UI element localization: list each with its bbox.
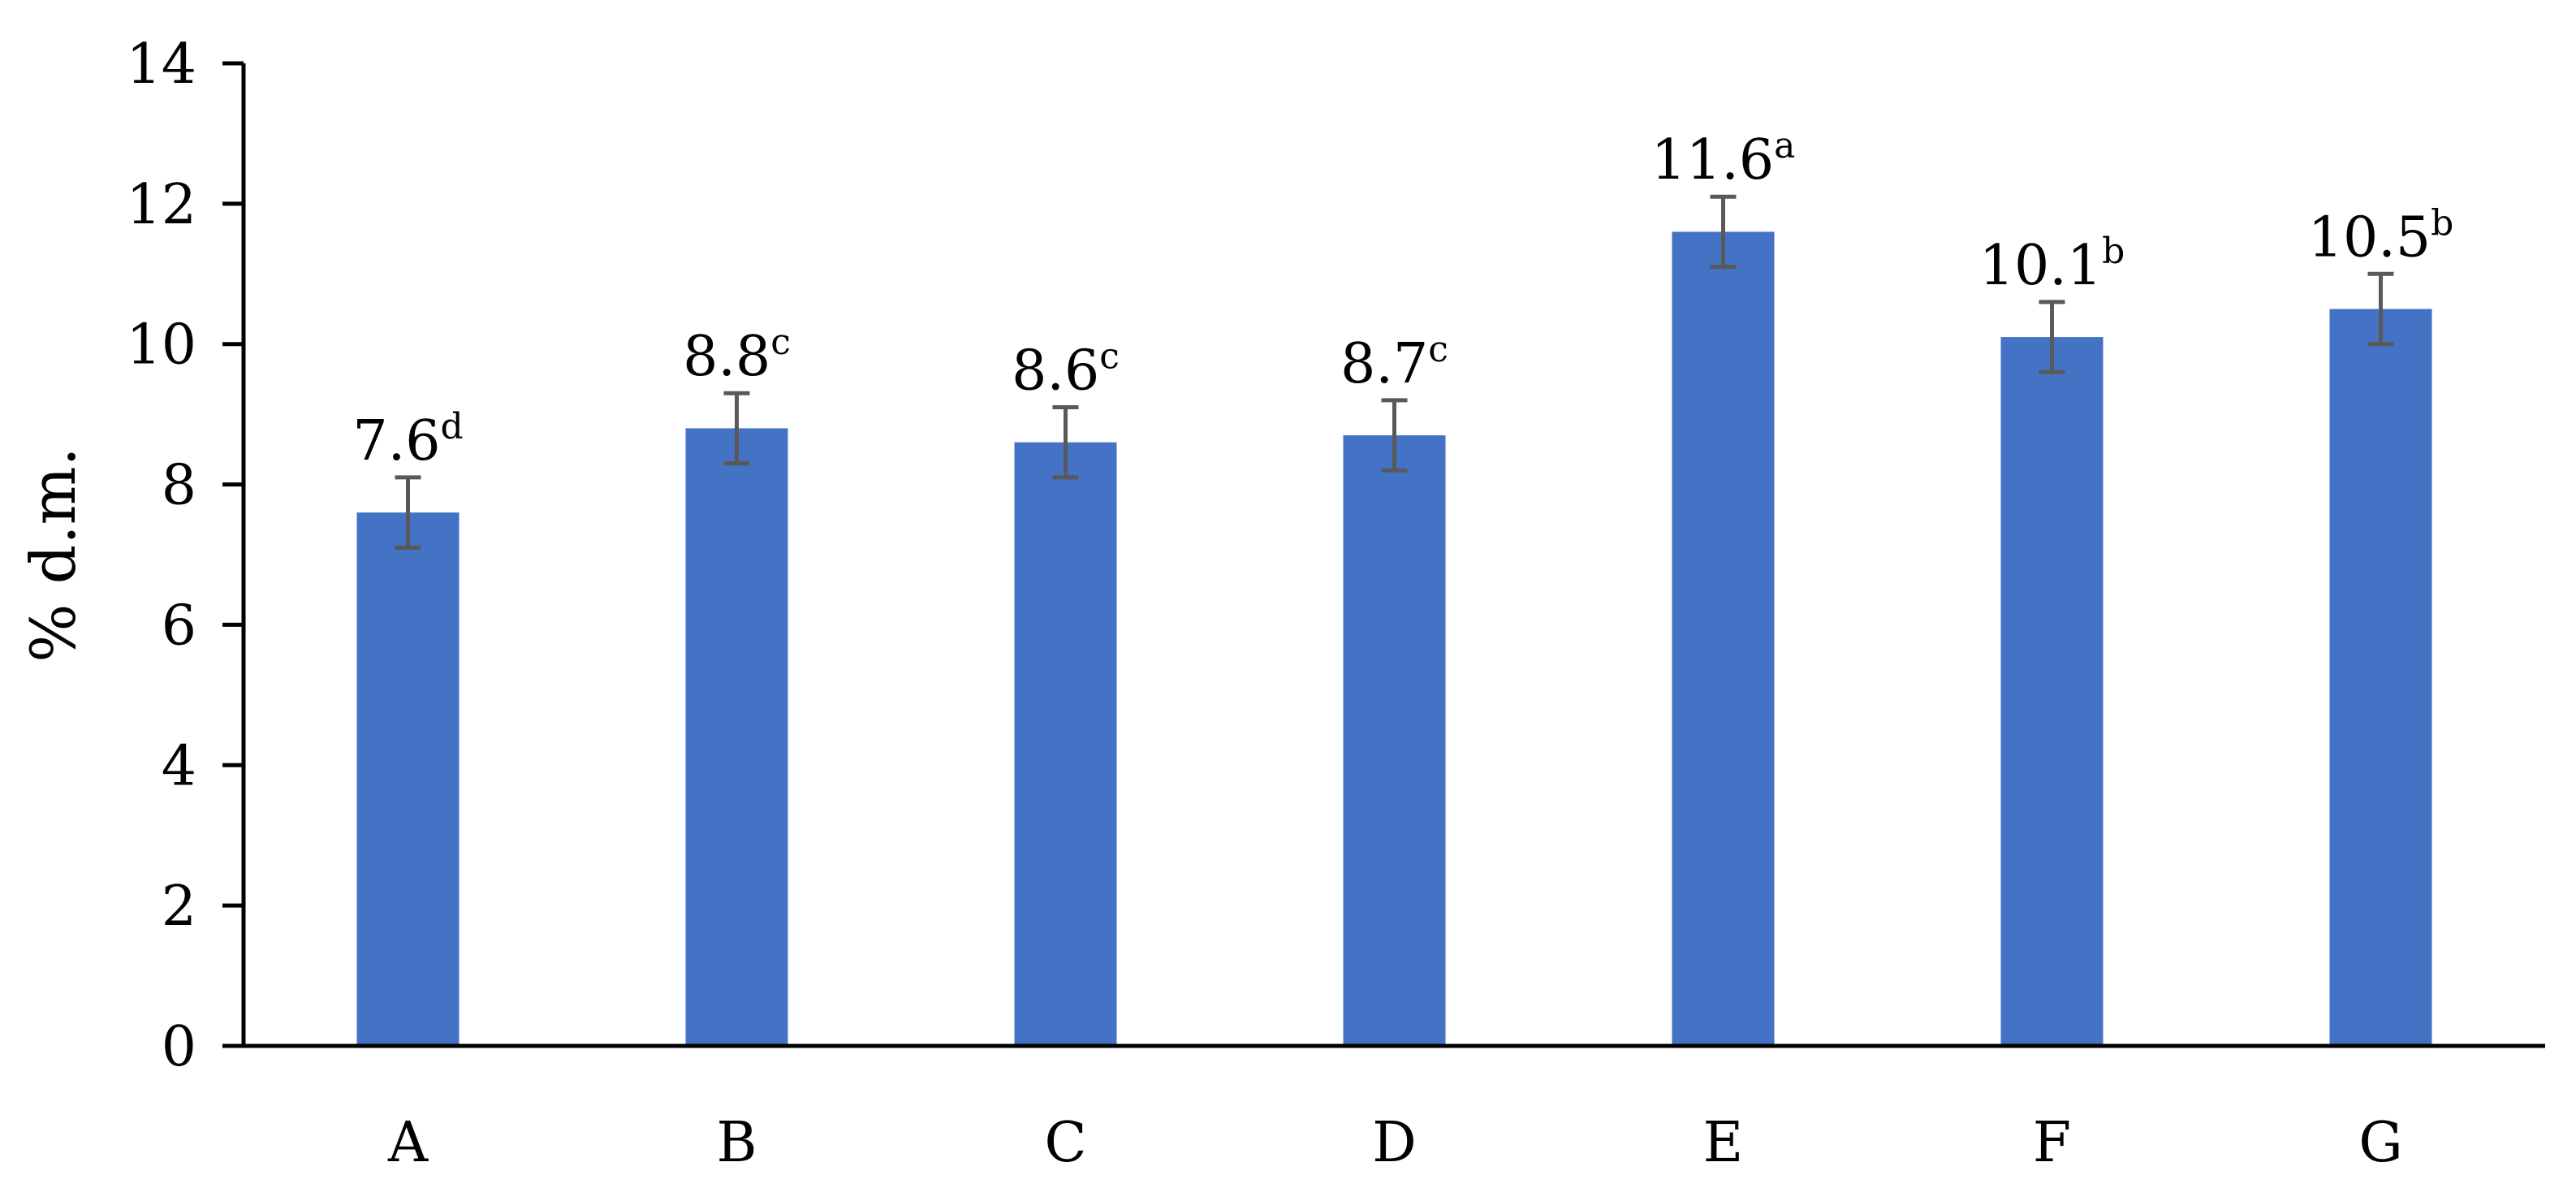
bar-d: [1343, 435, 1446, 1046]
bar-e: [1672, 231, 1775, 1046]
data-label: 10.1b: [1979, 231, 2125, 298]
category-label: E: [1703, 1111, 1744, 1175]
category-label: F: [2033, 1111, 2071, 1175]
y-tick-label: 4: [162, 734, 196, 798]
data-labels: 7.6d 8.8c 8.6c 8.7c 11.6a 10.1b 10.5b: [352, 125, 2453, 473]
category-label: D: [1372, 1111, 1417, 1175]
bars: [356, 231, 2432, 1047]
y-axis-ticks: 0 2 4 6 8 10 12 14: [126, 32, 244, 1079]
category-label: C: [1044, 1111, 1086, 1175]
y-tick-label: 10: [126, 313, 196, 378]
bar-g: [2329, 309, 2432, 1046]
y-tick-label: 2: [162, 875, 196, 939]
category-label: G: [2358, 1111, 2402, 1175]
data-label: 10.5b: [2308, 202, 2454, 270]
y-axis-title: % d.m.: [17, 447, 89, 662]
bar-a: [356, 512, 460, 1046]
data-label: 8.8c: [683, 322, 791, 389]
error-bars: [395, 194, 2394, 550]
y-tick-label: 12: [126, 173, 196, 237]
y-tick-label: 8: [162, 454, 196, 518]
x-axis-categories: A B C D E F G: [387, 1111, 2403, 1175]
y-tick-label: 6: [162, 594, 196, 658]
data-label: 11.6a: [1651, 125, 1796, 192]
bar-f: [2000, 337, 2104, 1047]
y-tick-label: 14: [126, 32, 196, 97]
data-label: 8.6c: [1012, 336, 1120, 404]
bar-b: [685, 428, 788, 1046]
category-label: A: [387, 1111, 429, 1175]
bar-c: [1014, 442, 1117, 1046]
y-tick-label: 0: [162, 1015, 196, 1079]
data-label: 8.7c: [1340, 329, 1448, 396]
category-label: B: [717, 1111, 757, 1175]
data-label: 7.6d: [352, 406, 463, 473]
